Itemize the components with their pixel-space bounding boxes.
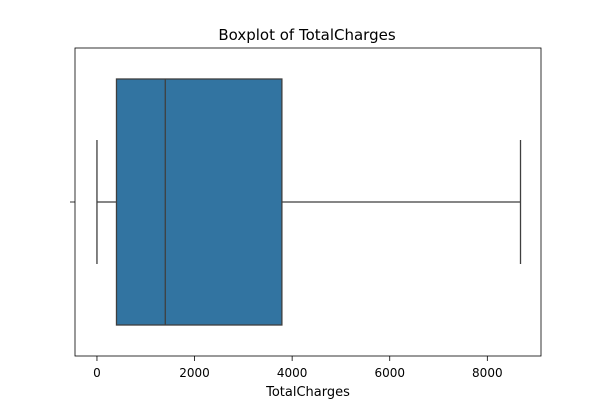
x-axis-ticks: 0 2000 4000 6000 8000 [93,356,503,380]
x-tick-label: 2000 [179,366,210,380]
box-layer [96,78,522,326]
chart-title: Boxplot of TotalCharges [218,26,395,44]
x-axis-label: TotalCharges [265,385,350,400]
x-tick-label: 6000 [374,366,405,380]
x-tick-label: 0 [93,366,101,380]
x-tick-label: 4000 [277,366,308,380]
x-tick-label: 8000 [472,366,503,380]
interquartile-box [115,78,283,326]
